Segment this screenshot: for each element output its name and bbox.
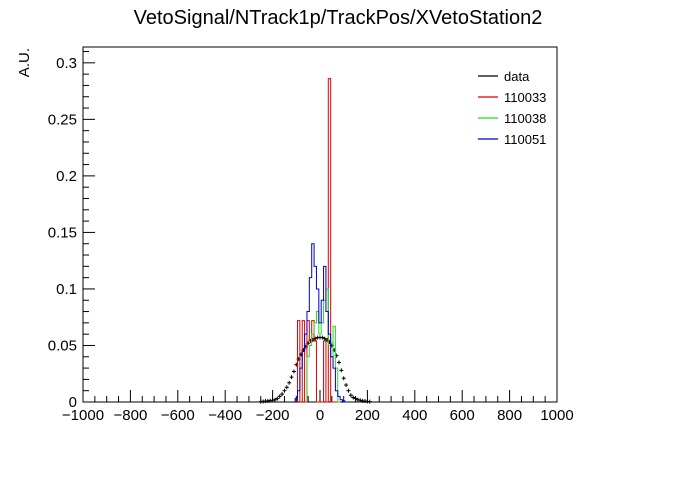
series-data (258, 335, 372, 404)
legend-label: 110033 (504, 90, 546, 105)
series-layer (258, 78, 372, 404)
series-step-line (306, 288, 341, 403)
chart-title: VetoSignal/NTrack1p/TrackPos/XVetoStatio… (134, 7, 543, 29)
series-110033 (296, 78, 338, 403)
x-tick-label: 600 (450, 407, 475, 424)
x-tick-label: −600 (161, 407, 195, 424)
x-tick-label: 800 (497, 407, 522, 424)
x-tick-label: 400 (402, 407, 427, 424)
y-tick-label: 0 (69, 394, 77, 411)
y-tick-label: 0.05 (48, 337, 77, 354)
plot-frame (82, 46, 558, 403)
plot-area-border (82, 46, 558, 403)
legend-label: 110038 (504, 111, 546, 126)
y-tick-label: 0.15 (48, 224, 77, 241)
y-tick-label: 0.2 (56, 168, 77, 185)
x-tick-label: −400 (208, 407, 242, 424)
y-axis-label: A.U. (16, 48, 33, 77)
y-tick-label: 0.25 (48, 111, 77, 128)
x-tick-label: −1000 (62, 407, 104, 424)
x-tick-label: −800 (114, 407, 148, 424)
y-tick-label: 0.3 (56, 55, 77, 72)
legend-label: data (504, 69, 530, 84)
y-axis: 0 0.05 0.1 0.15 0.2 0.25 0.3 (48, 51, 95, 411)
series-110038 (306, 288, 341, 403)
x-tick-label: 200 (355, 407, 380, 424)
legend: data 110033 110038 110051 (478, 69, 546, 147)
series-step-line (294, 243, 348, 403)
series-step-line (296, 78, 338, 403)
x-tick-label: 0 (316, 407, 324, 424)
legend-label: 110051 (504, 132, 546, 147)
x-tick-label: −200 (256, 407, 290, 424)
x-tick-label: 1000 (540, 407, 573, 424)
y-tick-label: 0.1 (56, 281, 77, 298)
x-axis: −1000 −800 −600 −400 −200 0 200 400 600 800 1000 (62, 390, 574, 424)
series-110051 (294, 243, 348, 403)
